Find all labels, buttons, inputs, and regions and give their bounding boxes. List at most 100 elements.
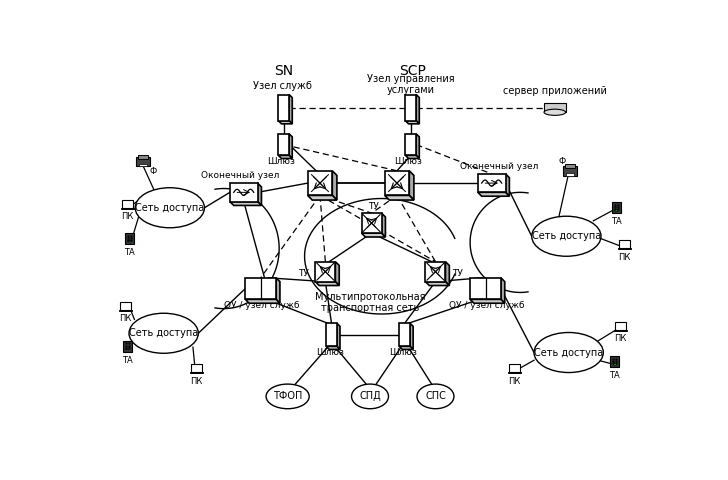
Polygon shape <box>289 134 292 158</box>
Bar <box>510 364 521 372</box>
Polygon shape <box>470 300 505 303</box>
Bar <box>138 155 148 159</box>
Polygon shape <box>416 95 419 124</box>
Bar <box>405 134 416 156</box>
Bar <box>425 262 446 282</box>
Text: Мультипротокольная
транспортная сеть: Мультипротокольная транспортная сеть <box>314 292 425 313</box>
Bar <box>308 171 332 195</box>
Bar <box>278 95 289 121</box>
Bar <box>566 173 574 176</box>
Bar <box>614 322 626 330</box>
Text: SCP: SCP <box>399 64 426 78</box>
Bar <box>139 164 147 167</box>
Text: ТА: ТА <box>609 371 620 380</box>
Text: ПК: ПК <box>509 376 521 385</box>
Bar <box>136 156 150 167</box>
Text: ТУ: ТУ <box>368 202 379 211</box>
Polygon shape <box>315 282 339 286</box>
Bar <box>278 134 289 156</box>
Text: ПК: ПК <box>618 252 630 262</box>
Polygon shape <box>409 171 414 200</box>
Bar <box>617 248 630 250</box>
Bar <box>405 95 416 121</box>
Bar <box>614 330 627 331</box>
Bar <box>326 323 337 347</box>
Bar <box>362 213 381 233</box>
Bar <box>612 203 621 213</box>
Bar <box>612 363 616 365</box>
Text: Узел служб: Узел служб <box>253 81 312 91</box>
Text: Оконечный узел: Оконечный узел <box>460 162 539 171</box>
Text: Шлюз: Шлюз <box>316 348 344 357</box>
Bar <box>125 233 135 244</box>
Polygon shape <box>245 300 280 303</box>
Bar <box>470 278 501 300</box>
Text: Сеть доступа: Сеть доступа <box>135 203 205 213</box>
Ellipse shape <box>417 384 454 409</box>
Bar <box>245 278 276 300</box>
Polygon shape <box>381 213 385 237</box>
Text: Ф: Ф <box>149 167 157 176</box>
Text: ПК: ПК <box>119 314 131 323</box>
Text: ОУ / узел служб: ОУ / узел служб <box>224 301 300 310</box>
Polygon shape <box>336 262 339 286</box>
Polygon shape <box>278 121 292 124</box>
Bar <box>190 372 203 373</box>
Text: ТУ: ТУ <box>298 269 309 278</box>
Bar <box>119 310 132 311</box>
Text: ТА: ТА <box>124 248 135 257</box>
Polygon shape <box>405 156 419 158</box>
Text: ТФОП: ТФОП <box>273 391 302 401</box>
Polygon shape <box>278 156 292 158</box>
Bar <box>122 200 133 208</box>
Polygon shape <box>230 202 261 205</box>
Text: Шлюз: Шлюз <box>395 157 422 166</box>
Text: Сеть доступа: Сеть доступа <box>534 348 604 358</box>
Ellipse shape <box>135 188 205 228</box>
Bar <box>544 103 566 112</box>
Bar <box>127 240 130 241</box>
Polygon shape <box>416 134 419 158</box>
Ellipse shape <box>352 384 389 409</box>
Polygon shape <box>337 323 340 349</box>
Ellipse shape <box>534 333 604 372</box>
Text: ТА: ТА <box>122 356 132 365</box>
Bar <box>565 164 575 168</box>
Text: ТА: ТА <box>611 217 622 226</box>
Polygon shape <box>258 183 261 205</box>
Bar <box>619 240 630 248</box>
Bar <box>384 171 409 195</box>
Bar <box>125 348 128 349</box>
Polygon shape <box>501 278 505 303</box>
Polygon shape <box>384 195 414 200</box>
Text: Узел управления
услугами: Узел управления услугами <box>367 74 455 96</box>
Polygon shape <box>326 347 340 349</box>
Text: ТУ: ТУ <box>451 269 462 278</box>
Bar <box>119 301 130 310</box>
Text: SN: SN <box>274 64 293 78</box>
Polygon shape <box>332 171 337 200</box>
Polygon shape <box>405 121 419 124</box>
Text: ПК: ПК <box>614 334 627 343</box>
Text: СПД: СПД <box>359 391 381 401</box>
Bar <box>563 166 577 176</box>
Ellipse shape <box>531 216 601 256</box>
Bar <box>508 372 521 373</box>
Text: Шлюз: Шлюз <box>267 157 296 166</box>
Polygon shape <box>276 278 280 303</box>
Text: СПС: СПС <box>425 391 446 401</box>
Bar <box>399 323 410 347</box>
Polygon shape <box>446 262 449 286</box>
Polygon shape <box>399 347 414 349</box>
Text: Оконечный узел: Оконечный узел <box>201 171 279 180</box>
Polygon shape <box>362 233 385 237</box>
Ellipse shape <box>544 109 566 115</box>
Text: ПК: ПК <box>191 376 203 385</box>
Text: Сеть доступа: Сеть доступа <box>129 328 198 338</box>
Text: Ф: Ф <box>559 157 566 166</box>
Text: Сеть доступа: Сеть доступа <box>531 231 601 241</box>
Bar <box>478 174 505 192</box>
Text: Шлюз: Шлюз <box>389 348 417 357</box>
Text: ПК: ПК <box>122 213 134 221</box>
Bar <box>191 364 202 372</box>
